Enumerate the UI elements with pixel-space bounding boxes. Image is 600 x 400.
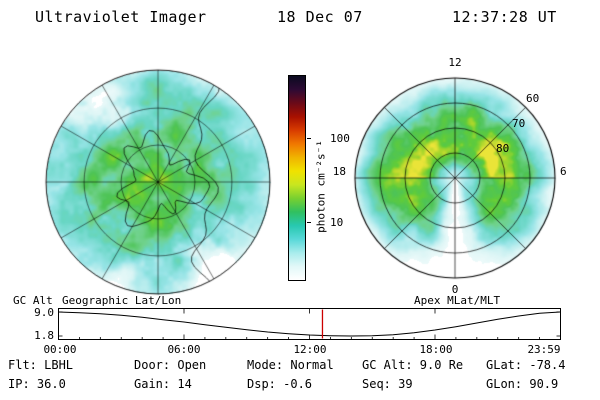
colorbar-label: photon cm⁻²s⁻¹ bbox=[314, 140, 328, 233]
mlt-label-18: 18 bbox=[332, 165, 346, 178]
mlat-label-80: 80 bbox=[496, 142, 510, 155]
status-mode: Mode: Normal bbox=[247, 358, 334, 372]
status-door: Door: Open bbox=[134, 358, 207, 372]
geographic-aurora-image bbox=[43, 67, 273, 297]
mlat-label-70: 70 bbox=[512, 117, 526, 130]
mlat-label-60: 60 bbox=[526, 92, 540, 105]
colorbar-gradient bbox=[288, 75, 306, 281]
mlt-label-12: 12 bbox=[448, 56, 462, 69]
colorbar-tickmark-100 bbox=[307, 138, 311, 139]
colorbar-tickmark-10 bbox=[307, 222, 311, 223]
status-flt: Flt: LBHL bbox=[8, 358, 74, 372]
colorbar-tick-10: 10 bbox=[330, 216, 344, 229]
status-glat: GLat: -78.4 bbox=[486, 358, 566, 372]
left-plot-caption: Geographic Lat/Lon bbox=[62, 294, 182, 307]
alt-ytick-top: 9.0 bbox=[34, 306, 54, 319]
apex-aurora-image bbox=[351, 74, 559, 282]
gc-alt-plot bbox=[58, 308, 561, 340]
status-seq: Seq: 39 bbox=[362, 377, 413, 391]
alt-xtick-0000: 00:00 bbox=[43, 343, 77, 356]
mlt-label-6: 6 bbox=[560, 165, 567, 178]
alt-xtick-0600: 06:00 bbox=[167, 343, 201, 356]
header-time: 12:37:28 UT bbox=[452, 8, 557, 26]
header-date: 18 Dec 07 bbox=[277, 8, 363, 26]
status-ip: IP: 36.0 bbox=[8, 377, 66, 391]
right-plot-caption: Apex MLat/MLT bbox=[414, 294, 501, 307]
mlt-label-0: 0 bbox=[451, 283, 459, 296]
status-gain: Gain: 14 bbox=[134, 377, 192, 391]
status-dsp: Dsp: -0.6 bbox=[247, 377, 313, 391]
gc-alt-label: GC Alt bbox=[13, 294, 53, 307]
alt-xtick-1800: 18:00 bbox=[419, 343, 453, 356]
alt-xtick-1200: 12:00 bbox=[293, 343, 327, 356]
colorbar-tick-100: 100 bbox=[330, 132, 350, 145]
status-gcalt: GC Alt: 9.0 Re bbox=[362, 358, 464, 372]
status-glon: GLon: 90.9 bbox=[486, 377, 559, 391]
alt-ytick-bottom: 1.8 bbox=[34, 329, 54, 342]
page-title: Ultraviolet Imager bbox=[35, 8, 207, 26]
alt-xtick-2359: 23:59 bbox=[527, 343, 561, 356]
